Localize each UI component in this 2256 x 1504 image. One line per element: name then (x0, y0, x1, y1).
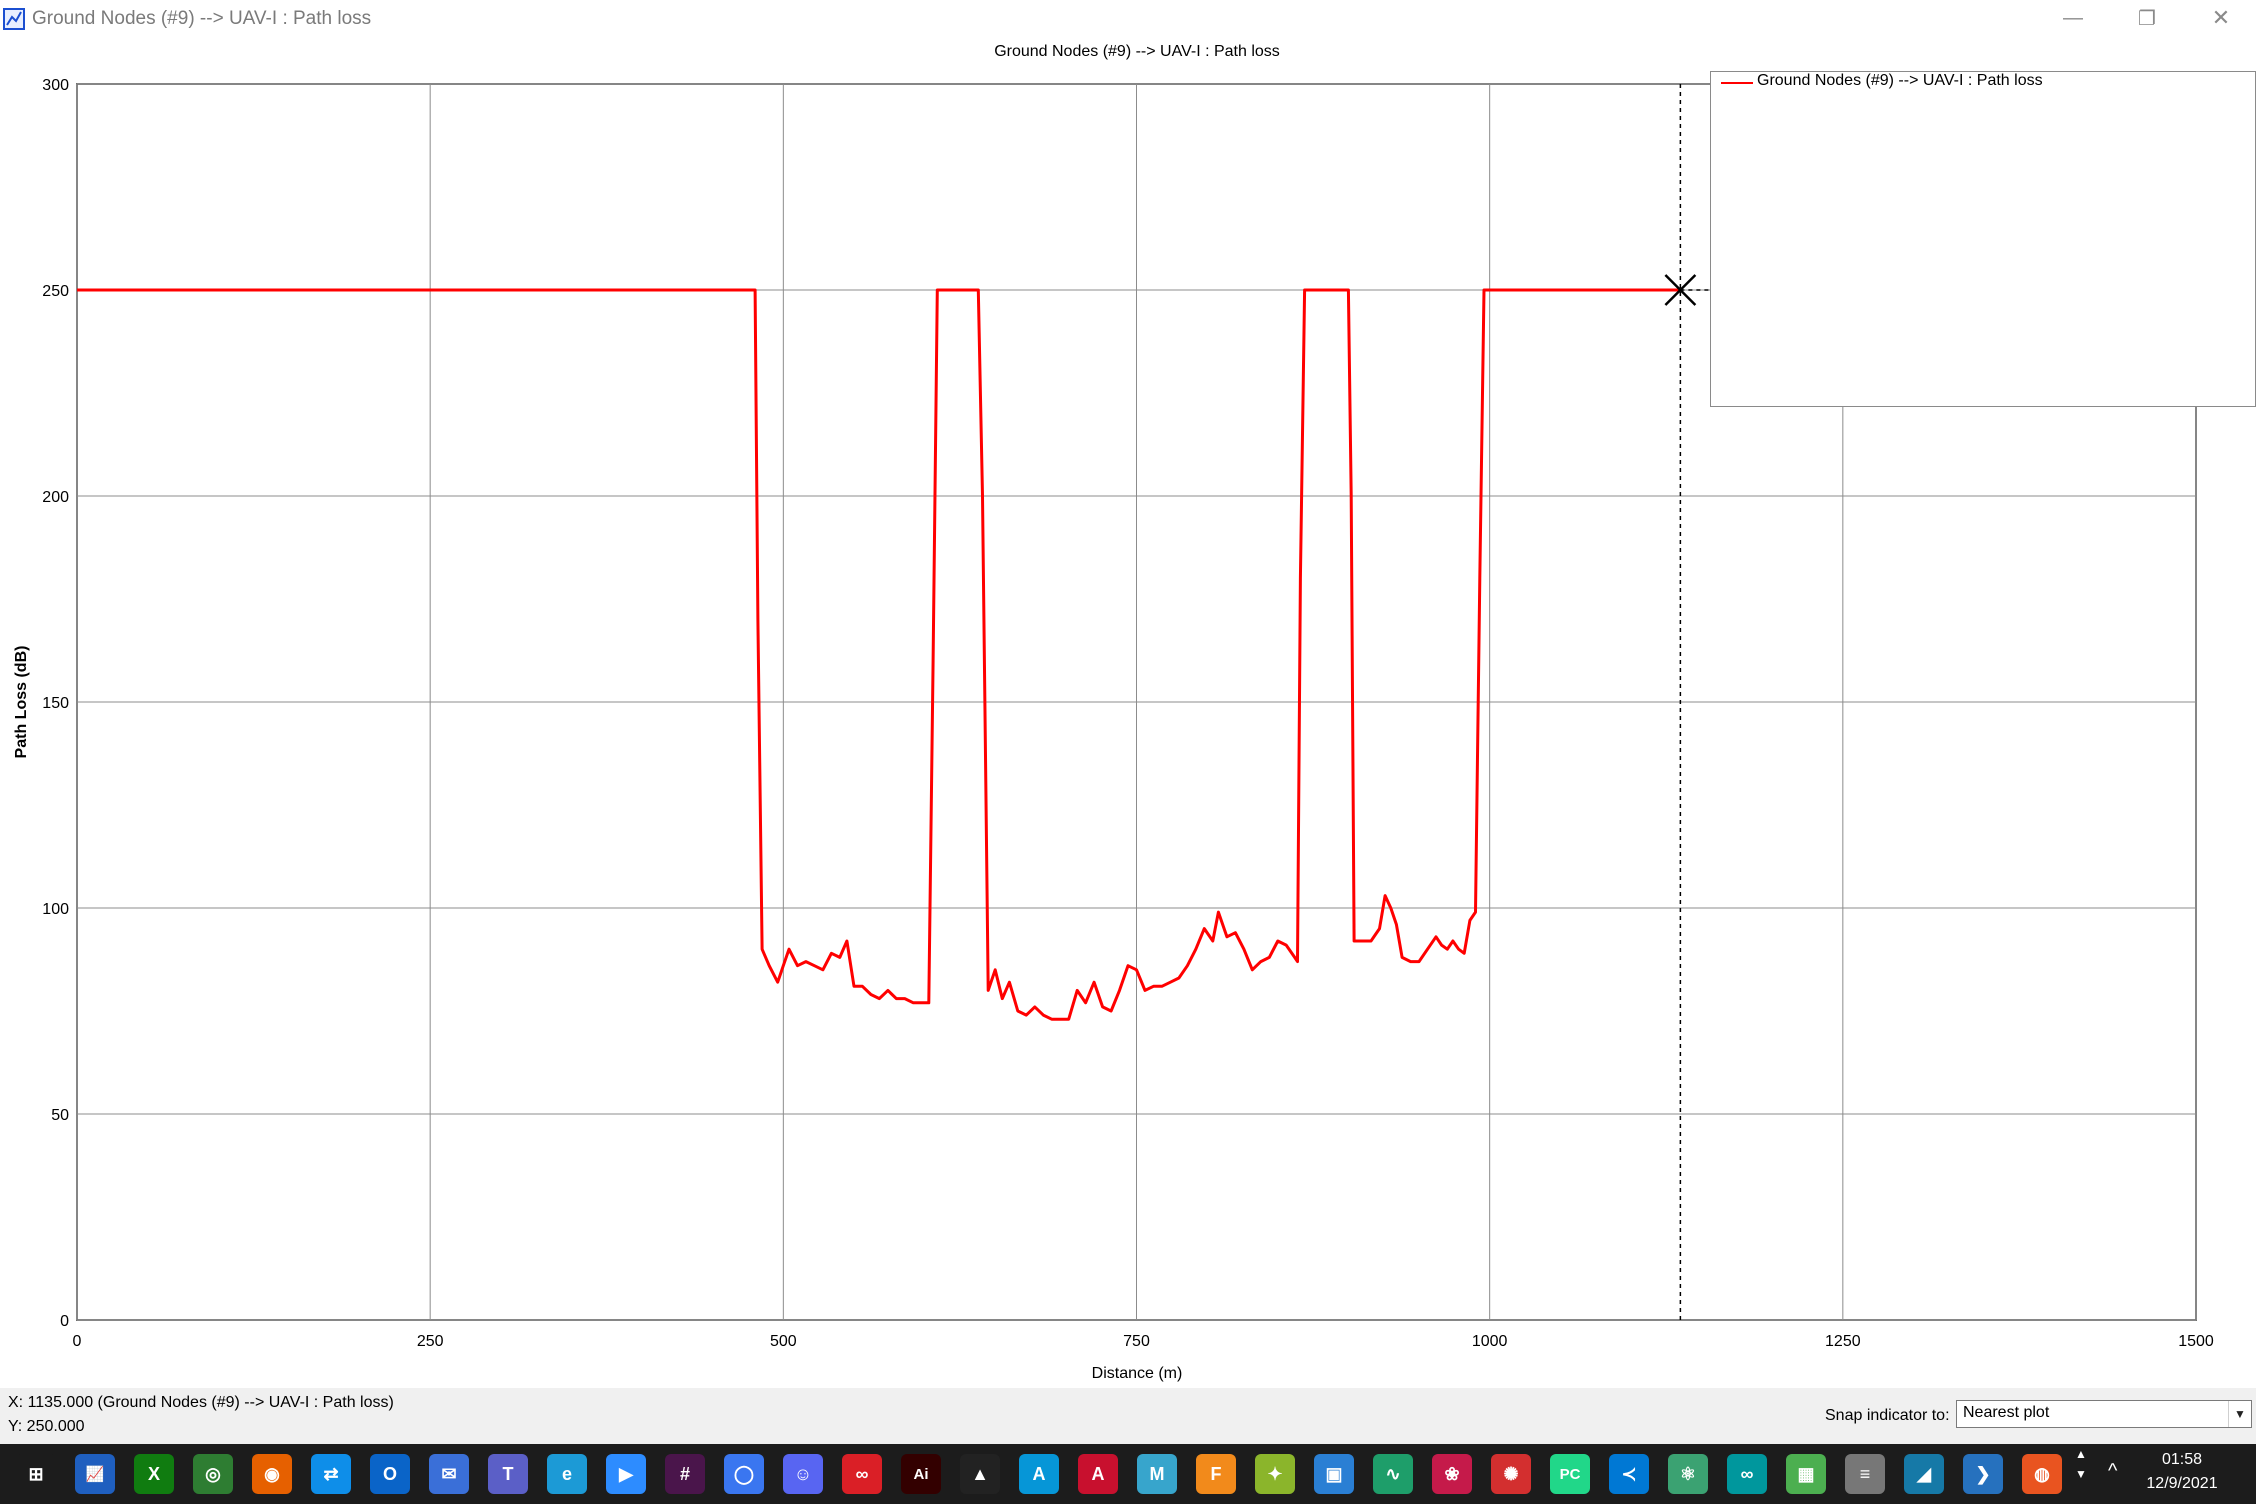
y-tick-label: 250 (42, 283, 69, 300)
minimize-button[interactable]: — (2063, 6, 2083, 29)
firefox-icon[interactable]: ◉ (252, 1454, 292, 1494)
x-tick-label: 750 (1123, 1333, 1150, 1350)
atom-icon[interactable]: ⚛ (1668, 1454, 1708, 1494)
window-titlebar: Ground Nodes (#9) --> UAV-I : Path loss … (0, 0, 2256, 36)
y-tick-label: 150 (42, 695, 69, 712)
image-editor-icon[interactable]: ▦ (1786, 1454, 1826, 1494)
y-tick-label: 200 (42, 489, 69, 506)
snap-indicator-value: Nearest plot (1963, 1404, 2050, 1421)
stocks-app-icon[interactable]: 📈 (75, 1454, 115, 1494)
vscode-icon[interactable]: ≺ (1609, 1454, 1649, 1494)
cursor-x-readout: X: 1135.000 (Ground Nodes (#9) --> UAV-I… (8, 1394, 394, 1411)
plot-area[interactable]: 0 250 500 750 1000 1250 1500 0 50 100 150 200 250 300… (0, 36, 2256, 1388)
arduino-icon[interactable]: ∞ (1727, 1454, 1767, 1494)
globe-icon[interactable]: ◎ (193, 1454, 233, 1494)
wireshark-icon[interactable]: ◢ (1904, 1454, 1944, 1494)
legend-entry: Ground Nodes (#9) --> UAV-I : Path loss (1757, 72, 2043, 89)
fusion-icon[interactable]: F (1196, 1454, 1236, 1494)
mail-icon[interactable]: ✉ (429, 1454, 469, 1494)
raspberry-icon[interactable]: ❀ (1432, 1454, 1472, 1494)
restore-button[interactable]: ❐ (2138, 7, 2156, 30)
ros-icon[interactable]: ✺ (1491, 1454, 1531, 1494)
tray-overflow-icon[interactable]: ^ (2108, 1460, 2118, 1482)
legend: Ground Nodes (#9) --> UAV-I : Path loss (1710, 71, 2256, 407)
clock-date: 12/9/2021 (2146, 1475, 2218, 1492)
x-tick-label: 500 (770, 1333, 797, 1350)
illustrator-icon[interactable]: Ai (901, 1454, 941, 1494)
x-tick-label: 250 (417, 1333, 444, 1350)
chevron-down-icon[interactable]: ▼ (2228, 1401, 2251, 1427)
chart-title: Ground Nodes (#9) --> UAV-I : Path loss (994, 43, 1280, 60)
autodesk-icon[interactable]: A (1019, 1454, 1059, 1494)
cursor-y-readout: Y: 250.000 (8, 1418, 85, 1435)
legend-swatch (1721, 82, 1753, 84)
x-tick-label: 1250 (1825, 1333, 1861, 1350)
y-tick-label: 300 (42, 77, 69, 94)
creative-cloud-icon[interactable]: ∞ (842, 1454, 882, 1494)
x-axis-label: Distance (m) (1092, 1365, 1183, 1382)
x-tick-label: 1000 (1472, 1333, 1508, 1350)
edge-icon[interactable]: e (547, 1454, 587, 1494)
x-tick-label: 1500 (2178, 1333, 2214, 1350)
slack-icon[interactable]: # (665, 1454, 705, 1494)
snap-indicator-label: Snap indicator to: (1825, 1407, 1950, 1424)
statusbar: X: 1135.000 (Ground Nodes (#9) --> UAV-I… (0, 1388, 2256, 1444)
series-line-path-loss (77, 288, 1681, 1021)
powershell-icon[interactable]: ❯ (1963, 1454, 2003, 1494)
autocad-icon[interactable]: A (1078, 1454, 1118, 1494)
window-title: Ground Nodes (#9) --> UAV-I : Path loss (32, 8, 372, 29)
teams-icon[interactable]: T (488, 1454, 528, 1494)
discord-icon[interactable]: ☺ (783, 1454, 823, 1494)
pycharm-icon[interactable]: PC (1550, 1454, 1590, 1494)
signal-wave-icon[interactable]: ∿ (1373, 1454, 1413, 1494)
inkscape-icon[interactable]: ▲ (960, 1454, 1000, 1494)
teamviewer-icon[interactable]: ⇄ (311, 1454, 351, 1494)
start-icon[interactable]: ⊞ (16, 1454, 56, 1494)
tinkercad-icon[interactable]: ✦ (1255, 1454, 1295, 1494)
y-tick-label: 0 (60, 1313, 69, 1330)
clock-time: 01:58 (2161, 1451, 2203, 1468)
close-button[interactable]: ✕ (2211, 5, 2231, 30)
x-tick-label: 0 (73, 1333, 82, 1350)
outlook-icon[interactable]: O (370, 1454, 410, 1494)
tray-clock[interactable]: 01:58 12/9/2021 (2122, 1448, 2242, 1496)
y-axis-label: Path Loss (dB) (13, 646, 30, 759)
y-tick-label: 100 (42, 901, 69, 918)
ubuntu-icon[interactable]: ◍ (2022, 1454, 2062, 1494)
signal-icon[interactable]: ◯ (724, 1454, 764, 1494)
database-icon[interactable]: ≡ (1845, 1454, 1885, 1494)
app-icon (3, 8, 25, 30)
snap-indicator-select[interactable]: Nearest plot ▼ (1956, 1400, 2252, 1428)
y-tick-label: 50 (51, 1107, 69, 1124)
zoom-icon[interactable]: ▶ (606, 1454, 646, 1494)
xbox-icon[interactable]: X (134, 1454, 174, 1494)
maya-icon[interactable]: M (1137, 1454, 1177, 1494)
cursor-marker-icon[interactable] (1664, 274, 1697, 306)
path-loss-chart[interactable]: 0 250 500 750 1000 1250 1500 0 50 100 150 200 250 300… (0, 36, 2256, 1388)
chip-icon[interactable]: ▣ (1314, 1454, 1354, 1494)
taskbar-scroll[interactable]: ▲ ▼ (2075, 1447, 2087, 1481)
